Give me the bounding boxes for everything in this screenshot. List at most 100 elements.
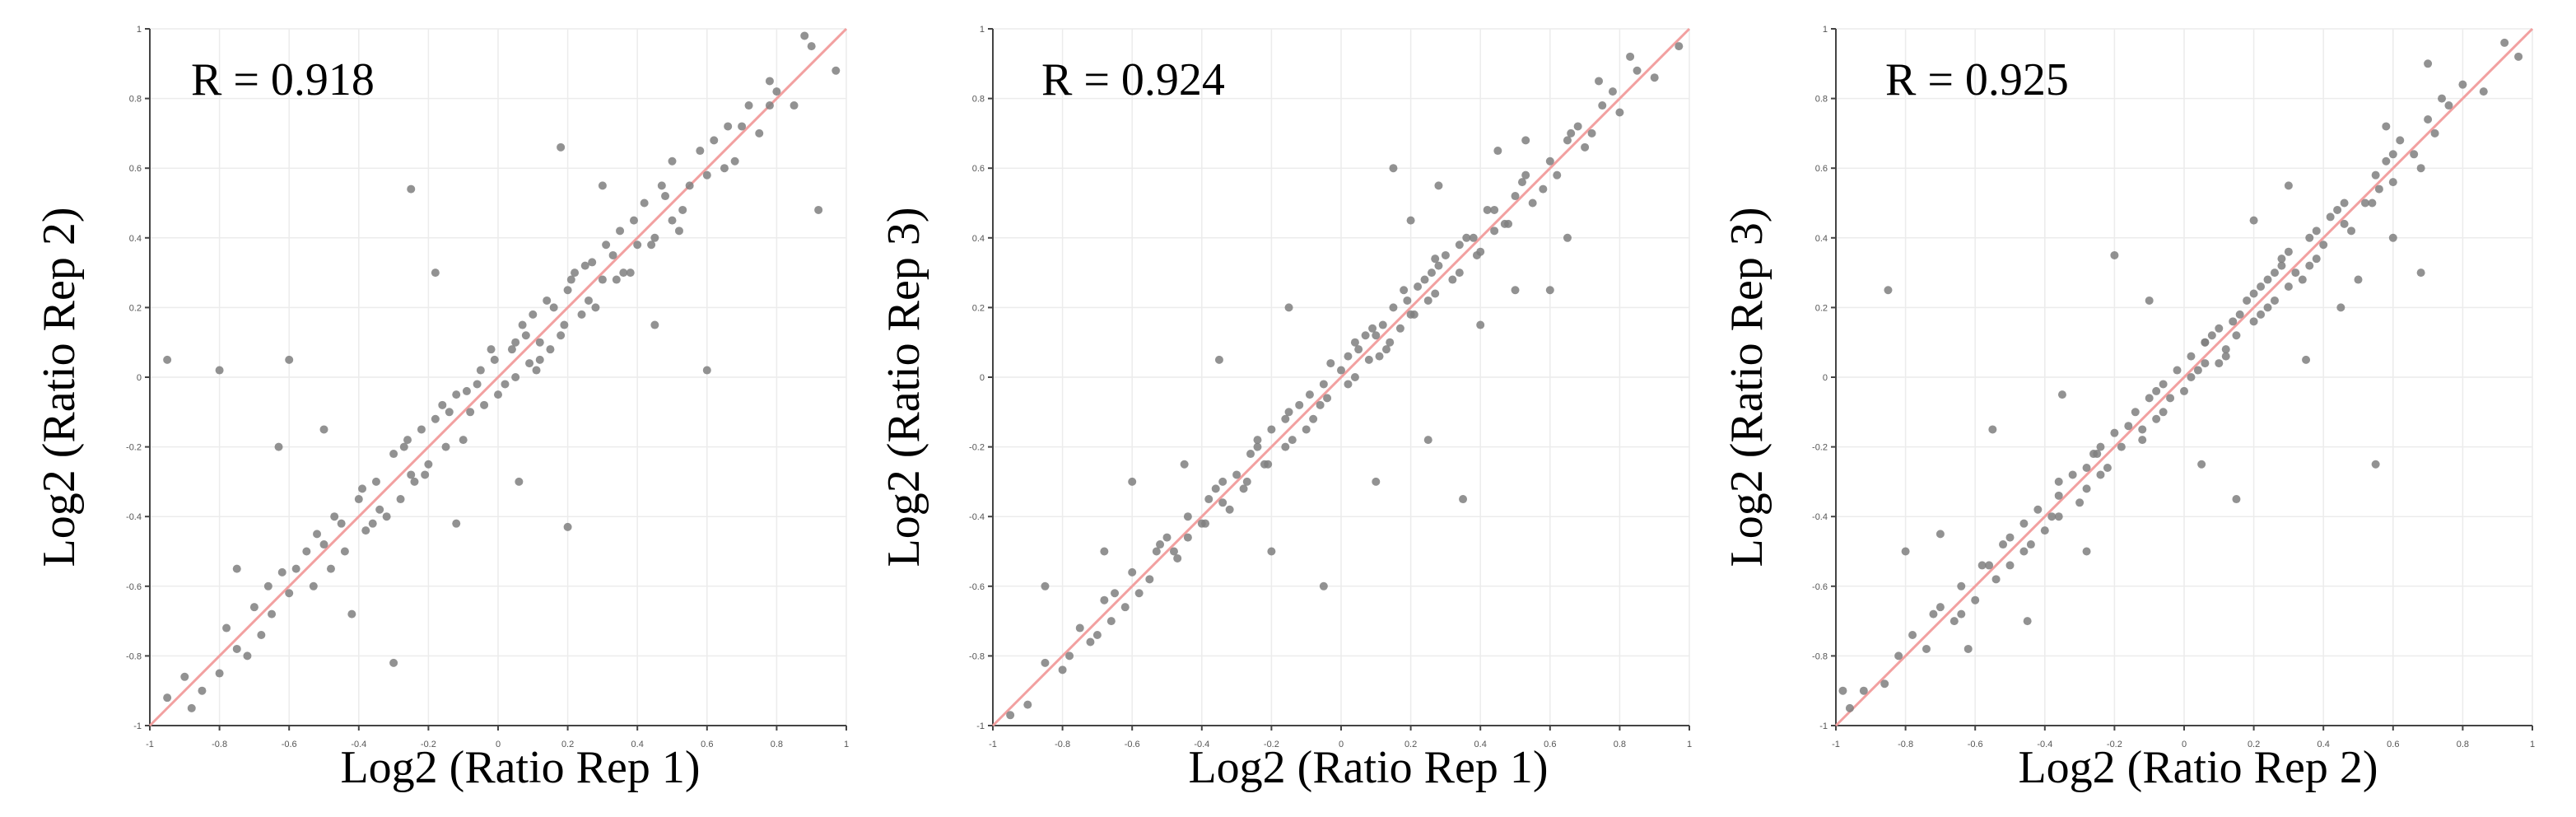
data-point: [1517, 178, 1526, 187]
data-point: [1246, 450, 1255, 459]
data-point: [2257, 282, 2266, 292]
data-point: [2326, 212, 2335, 222]
data-point: [180, 672, 189, 681]
data-point: [2023, 617, 2032, 626]
data-point: [361, 526, 370, 535]
data-point: [2438, 94, 2447, 103]
y-tick-label: 0.6: [972, 164, 985, 174]
r-value-label-2: R = 0.924: [1041, 54, 1225, 105]
data-point: [1316, 400, 1325, 409]
y-tick-label: 0.2: [1815, 303, 1828, 313]
data-point: [1309, 414, 1318, 423]
data-point: [598, 181, 607, 190]
fit-line: [991, 27, 1691, 727]
data-point: [382, 512, 391, 521]
data-point: [1838, 686, 1847, 695]
data-point: [1295, 400, 1304, 409]
data-point: [730, 156, 739, 166]
data-point: [1957, 609, 1966, 619]
data-point: [640, 198, 649, 208]
y-tick-label: 0.4: [972, 234, 985, 244]
data-point: [2110, 250, 2119, 259]
y-tick-label: 0.2: [129, 303, 142, 313]
fit-line: [148, 27, 848, 727]
data-point: [2187, 373, 2196, 381]
data-point: [2312, 226, 2321, 236]
data-point: [1553, 170, 1562, 180]
data-point: [511, 338, 520, 347]
data-point: [389, 450, 398, 459]
data-point: [765, 77, 774, 86]
y-tick-label: 0.6: [1815, 164, 1828, 174]
data-point: [744, 101, 753, 110]
data-point: [584, 296, 593, 305]
y-tick-label: 0: [137, 373, 142, 383]
x-tick-label: 0: [496, 740, 501, 749]
data-point: [2319, 240, 2328, 250]
y-tick-label: -0.4: [1812, 512, 1828, 522]
data-point: [814, 205, 823, 214]
data-point: [1573, 122, 1582, 131]
data-point: [2187, 352, 2196, 361]
data-point: [1455, 240, 1464, 250]
data-point: [2193, 366, 2202, 375]
data-point: [580, 261, 589, 270]
data-point: [163, 355, 172, 364]
data-point: [243, 651, 252, 661]
data-point: [2232, 331, 2241, 340]
data-point: [371, 477, 380, 486]
data-point: [2103, 463, 2112, 472]
data-point: [2388, 178, 2397, 187]
data-point: [340, 547, 349, 556]
data-point: [1378, 320, 1387, 329]
data-point: [1563, 136, 1572, 145]
x-tick-label: 0.8: [1614, 740, 1626, 749]
data-point: [2257, 310, 2266, 319]
data-point: [291, 564, 300, 573]
data-point: [2040, 526, 2049, 535]
data-point: [535, 355, 544, 364]
data-point: [452, 390, 461, 399]
data-point: [1633, 66, 1642, 75]
y-tick-label: 0.8: [972, 95, 985, 105]
data-point: [347, 609, 356, 619]
data-point: [2131, 408, 2140, 417]
y-tick-label: 0.6: [129, 164, 142, 174]
data-point: [650, 233, 659, 242]
data-point: [1675, 42, 1684, 51]
data-point: [285, 355, 294, 364]
data-point: [1006, 711, 1015, 720]
data-point: [598, 275, 607, 284]
data-point: [612, 275, 621, 284]
data-point: [2500, 38, 2509, 47]
y-tick-label: -0.6: [126, 582, 142, 592]
data-point: [438, 400, 447, 409]
data-point: [1434, 261, 1443, 270]
data-point: [1389, 164, 1398, 173]
y-tick-label: -0.2: [126, 443, 142, 453]
data-point: [2159, 408, 2168, 417]
data-point: [2235, 310, 2244, 319]
data-point: [257, 631, 266, 640]
data-point: [2368, 198, 2377, 208]
panel-3: -1 -0.8 -0.6 -0.4 -0.2 0 0.2 0.4 0.6 0.8 1 -1 -0.8 -0…: [1721, 25, 2535, 793]
fit-line: [1834, 27, 2534, 727]
data-point: [2382, 156, 2391, 166]
data-point: [1845, 703, 1854, 712]
data-point: [1935, 530, 1945, 539]
data-point: [2019, 547, 2029, 556]
data-point: [1490, 226, 1499, 236]
data-point: [685, 181, 694, 190]
data-point: [1395, 324, 1404, 333]
data-point: [431, 268, 440, 278]
y-axis-title-3: Log2 (Ratio Rep 3): [1721, 207, 1772, 567]
data-point: [521, 331, 530, 340]
data-point: [619, 268, 628, 278]
data-point: [831, 66, 841, 75]
data-point: [1288, 436, 1297, 445]
data-point: [396, 495, 405, 504]
data-point: [1128, 567, 1137, 577]
data-point: [2305, 233, 2314, 242]
data-point: [313, 530, 322, 539]
